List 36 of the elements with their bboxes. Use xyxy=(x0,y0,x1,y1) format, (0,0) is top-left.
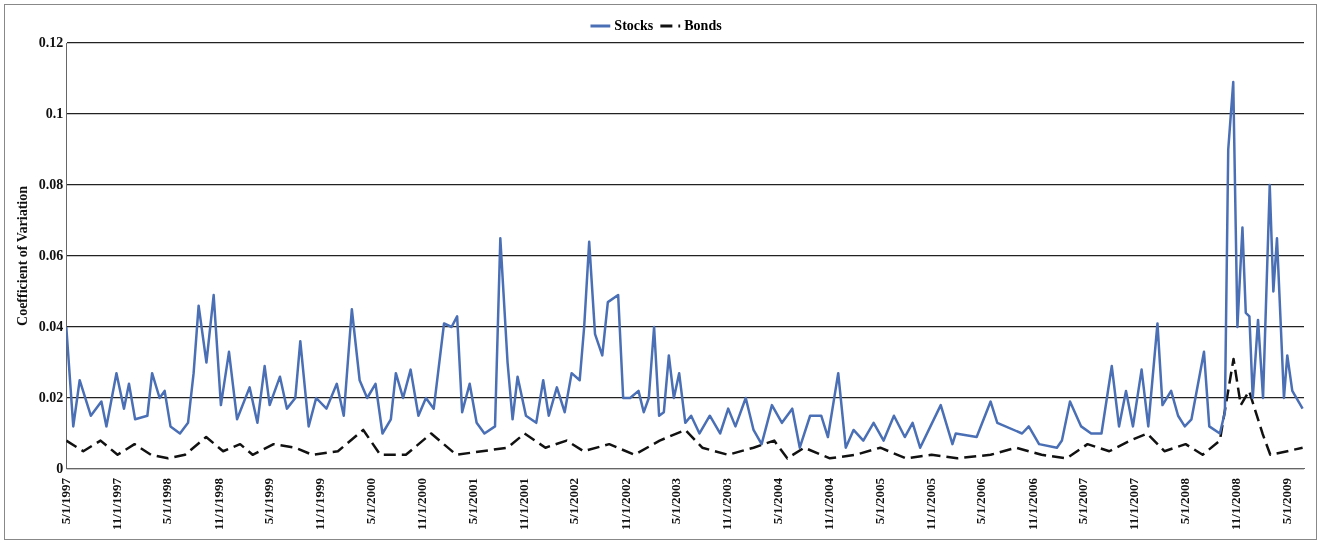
x-tick-label: 5/1/2007 xyxy=(1075,477,1091,525)
x-tick-label: 11/1/2003 xyxy=(719,477,735,531)
x-tick-label: 5/1/2003 xyxy=(668,477,684,525)
legend-label: Bonds xyxy=(684,17,723,33)
x-tick-label: 11/1/2002 xyxy=(617,477,633,531)
line-series xyxy=(66,357,1304,460)
x-tick-label: 5/1/2008 xyxy=(1176,477,1192,525)
x-tick-label: 5/1/2001 xyxy=(464,477,480,525)
x-tick-label: 5/1/2006 xyxy=(973,477,989,525)
x-tick-label: 11/1/1999 xyxy=(312,477,328,531)
y-tick-label: 0.02 xyxy=(38,389,64,405)
legend-label: Stocks xyxy=(614,17,654,33)
x-tick-label: 11/1/2000 xyxy=(414,477,430,531)
y-tick-label: 0.12 xyxy=(38,34,64,50)
x-tick-label: 5/1/2000 xyxy=(362,477,378,525)
x-tick-label: 5/1/1998 xyxy=(159,477,175,525)
y-tick-label: 0 xyxy=(56,460,64,476)
x-tick-label: 5/1/2005 xyxy=(871,477,887,525)
x-tick-label: 5/1/1997 xyxy=(57,477,73,525)
y-tick-label: 0.1 xyxy=(45,105,64,121)
x-tick-label: 11/1/2004 xyxy=(821,477,837,531)
x-tick-label: 5/1/2004 xyxy=(769,477,785,525)
y-tick-label: 0.06 xyxy=(38,247,64,263)
y-tick-label: 0.04 xyxy=(38,318,64,334)
x-tick-label: 5/1/2009 xyxy=(1278,477,1294,525)
x-tick-label: 11/1/1997 xyxy=(108,477,124,531)
x-tick-label: 11/1/1998 xyxy=(210,477,226,531)
x-tick-label: 5/1/1999 xyxy=(261,477,277,525)
x-tick-label: 11/1/2007 xyxy=(1126,477,1142,531)
x-tick-label: 11/1/2006 xyxy=(1024,477,1040,531)
x-tick-label: 11/1/2001 xyxy=(515,477,531,531)
x-tick-label: 5/1/2002 xyxy=(566,477,582,525)
x-tick-label: 11/1/2005 xyxy=(922,477,938,531)
y-axis-title: Coefficient of Variation xyxy=(15,185,31,326)
x-tick-label: 11/1/2008 xyxy=(1228,477,1244,531)
y-tick-label: 0.08 xyxy=(38,176,64,192)
